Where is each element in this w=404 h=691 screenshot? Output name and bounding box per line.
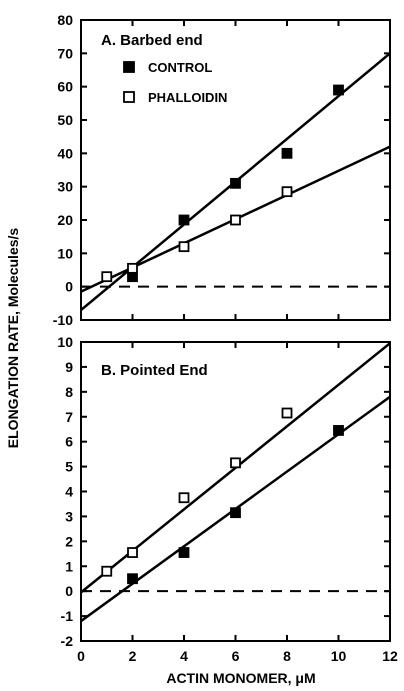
y-tick-label: 0 — [65, 583, 73, 599]
data-point-control — [178, 547, 190, 558]
y-tick-label: 6 — [65, 434, 73, 450]
x-tick-label: 10 — [331, 648, 347, 664]
x-tick-label: 12 — [382, 648, 398, 664]
data-point-phalloidin — [101, 565, 113, 577]
data-point-control — [230, 177, 241, 189]
y-tick-label: 9 — [65, 359, 73, 375]
data-point-control — [230, 507, 241, 519]
x-tick-label: 0 — [77, 648, 85, 664]
y-tick-label: 30 — [57, 179, 73, 195]
x-tick-label: 2 — [129, 648, 137, 664]
legend-marker — [123, 91, 135, 103]
data-point-phalloidin — [178, 241, 190, 253]
y-tick-label: -2 — [61, 633, 74, 649]
legend-label: CONTROL — [148, 60, 212, 75]
data-point-phalloidin — [127, 547, 138, 558]
data-point-phalloidin — [178, 492, 190, 504]
y-tick-label: -1 — [61, 608, 74, 624]
y-tick-label: 80 — [57, 12, 73, 28]
panel-title: A. Barbed end — [101, 32, 203, 49]
data-point-phalloidin — [230, 457, 241, 469]
y-tick-label: 7 — [65, 409, 73, 425]
shared-x-axis: 0 2 4 6 8 10 12 — [77, 648, 398, 664]
data-point-control — [127, 573, 138, 585]
data-point-phalloidin — [101, 271, 113, 283]
y-tick-label: 5 — [65, 459, 73, 475]
legend-marker — [123, 61, 135, 73]
data-point-control — [333, 84, 344, 96]
panel-title: B. Pointed End — [101, 362, 208, 379]
y-tick-label: 3 — [65, 508, 73, 524]
y-tick-label: 10 — [57, 245, 73, 261]
y-tick-label: 1 — [65, 558, 73, 574]
data-point-control — [333, 425, 344, 436]
data-point-phalloidin — [281, 407, 293, 419]
data-point-control — [178, 214, 190, 226]
x-tick-label: 4 — [180, 648, 188, 664]
data-point-control — [281, 147, 293, 159]
y-tick-label: 70 — [57, 45, 73, 61]
data-point-phalloidin — [230, 214, 241, 226]
y-tick-label: 20 — [57, 212, 73, 228]
x-axis-label: ACTIN MONOMER, μM — [166, 670, 315, 686]
y-tick-label: 8 — [65, 384, 73, 400]
y-tick-label: -10 — [53, 312, 73, 328]
y-axis-label: ELONGATION RATE, Molecules/s — [5, 228, 21, 449]
y-tick-label: 4 — [65, 484, 73, 500]
y-tick-label: 10 — [57, 334, 73, 350]
panel-a-barbed-end: -10 0 10 20 30 40 50 60 70 80 A. Barbed end CONTROL… — [53, 12, 391, 328]
y-tick-label: 2 — [65, 533, 73, 549]
x-tick-label: 8 — [283, 648, 291, 664]
y-tick-label: 40 — [57, 145, 73, 161]
plot-frame — [80, 341, 391, 642]
data-point-phalloidin — [281, 186, 293, 198]
y-tick-label: 0 — [65, 279, 73, 295]
data-point-phalloidin — [127, 262, 138, 274]
y-tick-label: 50 — [57, 112, 73, 128]
legend: CONTROL PHALLOIDIN — [123, 60, 227, 105]
x-tick-label: 6 — [232, 648, 240, 664]
y-tick-label: 60 — [57, 79, 73, 95]
panel-b-pointed-end: -2 -1 0 1 2 3 4 5 6 7 8 9 10 B. Pointed End — [57, 334, 391, 649]
legend-label: PHALLOIDIN — [148, 90, 227, 105]
